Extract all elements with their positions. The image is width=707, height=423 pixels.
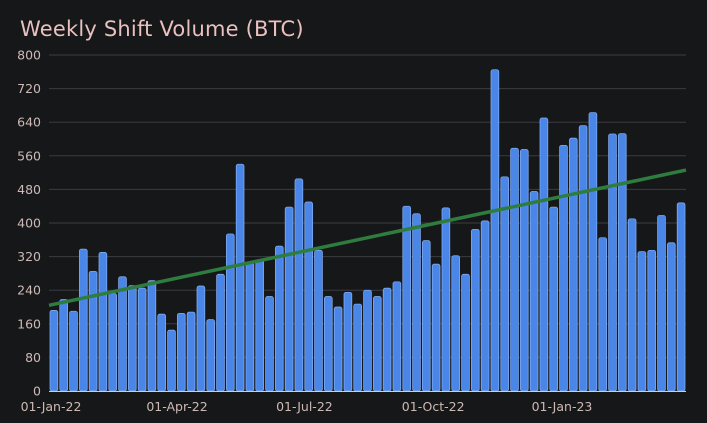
- y-tick-label: 640: [17, 115, 41, 130]
- bar: [627, 218, 637, 392]
- bar: [667, 242, 676, 392]
- bar: [461, 273, 470, 392]
- bar: [529, 191, 539, 392]
- bar: [333, 306, 343, 392]
- bar: [490, 69, 500, 392]
- x-tick-label: 01-Oct-22: [402, 399, 465, 414]
- bar: [98, 252, 108, 392]
- y-tick-label: 720: [17, 81, 41, 96]
- bar: [520, 149, 529, 392]
- bar: [510, 147, 519, 392]
- bar: [49, 310, 59, 392]
- bar: [539, 117, 549, 392]
- bar: [402, 205, 411, 392]
- bar: [353, 303, 362, 392]
- y-tick-label: 560: [17, 148, 41, 163]
- bar: [588, 112, 598, 392]
- bar: [177, 312, 186, 392]
- bar: [578, 125, 588, 392]
- bar: [59, 299, 68, 392]
- bar: [255, 259, 264, 392]
- bar: [471, 228, 480, 392]
- bar: [676, 202, 686, 392]
- bar: [324, 296, 333, 392]
- bar: [314, 249, 323, 392]
- y-tick-label: 800: [17, 48, 41, 63]
- bar: [569, 137, 578, 392]
- bar: [206, 319, 215, 392]
- bar: [618, 133, 627, 392]
- trend-line: [48, 168, 687, 308]
- y-tick-label: 400: [17, 216, 41, 231]
- y-tick-label: 80: [25, 350, 41, 365]
- bar: [382, 287, 392, 392]
- bar: [363, 289, 372, 392]
- y-tick-label: 480: [17, 182, 41, 197]
- bar: [216, 273, 225, 392]
- bar: [284, 206, 294, 392]
- bar: [294, 178, 304, 392]
- bar: [608, 133, 617, 392]
- bar: [549, 206, 558, 392]
- bar: [167, 329, 176, 392]
- bar: [186, 311, 196, 392]
- bar: [304, 201, 313, 392]
- bar: [647, 249, 656, 392]
- bar: [137, 287, 147, 392]
- bar: [235, 163, 245, 392]
- bar: [147, 280, 157, 392]
- bar: [275, 245, 284, 392]
- x-tick-label: 01-Jan-22: [21, 399, 82, 414]
- bar: [637, 251, 647, 392]
- x-tick-label: 01-Apr-22: [146, 399, 207, 414]
- bar: [69, 310, 78, 392]
- y-tick-label: 160: [17, 316, 41, 331]
- bar: [392, 281, 402, 392]
- bar: [226, 233, 235, 392]
- bar: [343, 291, 353, 392]
- bar: [88, 270, 98, 392]
- bar: [128, 285, 137, 392]
- bar: [598, 237, 607, 392]
- y-tick-label: 320: [17, 249, 41, 264]
- bar: [108, 293, 117, 392]
- bar: [559, 144, 568, 392]
- bar: [196, 285, 206, 392]
- bar: [265, 296, 274, 392]
- bar: [480, 220, 490, 392]
- x-tick-label: 01-Jul-22: [276, 399, 333, 414]
- bar: [431, 263, 441, 392]
- bar: [412, 213, 421, 392]
- chart-title: Weekly Shift Volume (BTC): [20, 17, 304, 41]
- bar: [451, 255, 460, 392]
- bar: [157, 313, 166, 392]
- bar: [118, 276, 127, 392]
- bar: [422, 240, 431, 392]
- bar: [441, 207, 451, 392]
- bar: [79, 248, 88, 392]
- y-tick-label: 240: [17, 283, 41, 298]
- bar: [657, 215, 666, 392]
- y-tick-label: 0: [33, 384, 41, 399]
- bar: [373, 296, 382, 392]
- bar: [245, 262, 255, 392]
- x-tick-label: 01-Jan-23: [532, 399, 593, 414]
